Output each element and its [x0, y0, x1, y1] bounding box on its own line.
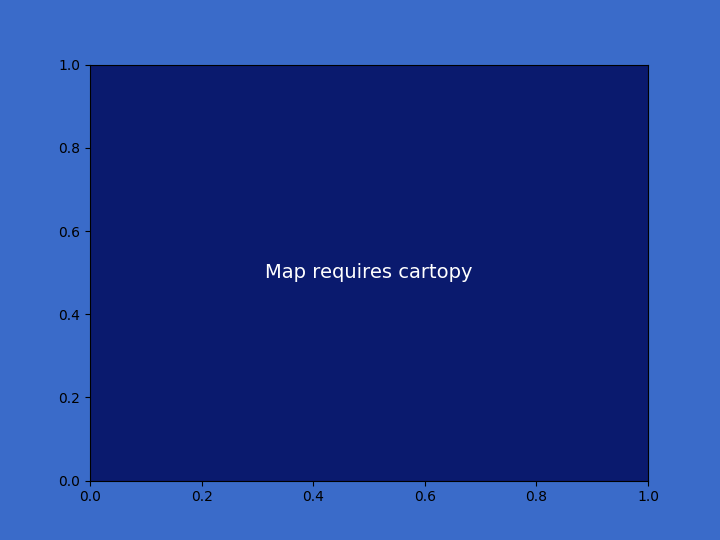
Text: Map requires cartopy: Map requires cartopy: [265, 263, 473, 282]
